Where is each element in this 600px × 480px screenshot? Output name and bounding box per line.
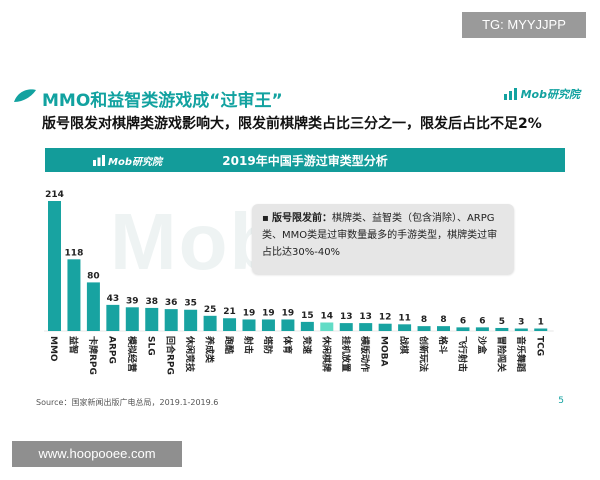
data-label-17: 12: [379, 313, 392, 323]
chart-header-logo-icon: [93, 155, 105, 166]
bar-19: [417, 326, 431, 331]
bar-16: [359, 323, 373, 331]
data-label-6: 36: [165, 298, 178, 308]
category-label-5: SLG: [145, 336, 155, 356]
data-label-16: 13: [359, 312, 372, 322]
data-label-23: 5: [499, 317, 505, 327]
bar-6: [164, 309, 178, 331]
data-label-19: 8: [421, 315, 427, 325]
bar-18: [398, 324, 412, 331]
data-label-13: 15: [301, 311, 314, 321]
data-label-2: 80: [87, 271, 100, 281]
bar-13: [300, 321, 314, 331]
category-label-19: 创新玩法: [418, 335, 430, 372]
annotation-bullet: ▪: [262, 213, 269, 224]
bar-11: [261, 319, 275, 331]
data-label-20: 8: [440, 315, 446, 325]
bar-3: [106, 304, 120, 331]
category-label-3: ARPG: [106, 336, 116, 364]
bar-25: [534, 328, 548, 331]
category-label-15: 挂机放置: [340, 336, 352, 372]
bar-7: [184, 309, 198, 331]
bar-14: [320, 322, 334, 331]
category-label-2: 卡牌RPG: [87, 336, 99, 375]
data-label-21: 6: [460, 316, 466, 326]
category-label-16: 横版动作: [359, 336, 371, 372]
category-label-18: 战棋: [398, 336, 410, 354]
mob-logo-text: Mob研究院: [520, 88, 580, 101]
category-label-14: 休闲棋牌: [320, 335, 332, 372]
category-label-11: 塔防: [262, 336, 274, 354]
page-number: 5: [558, 396, 564, 406]
bar-0: [48, 201, 61, 331]
category-label-17: MOBA: [379, 336, 389, 366]
data-label-15: 13: [340, 312, 353, 322]
data-label-11: 19: [262, 308, 275, 318]
category-label-4: 模拟经营: [126, 336, 138, 372]
bar-17: [378, 323, 392, 331]
category-label-8: 养成类: [204, 335, 216, 364]
category-label-10: 射击: [243, 335, 255, 354]
data-label-8: 25: [204, 305, 217, 315]
annotation-label: 版号限发前：: [271, 213, 332, 224]
page-title: MMO和益智类游戏成“过审王”: [42, 91, 283, 111]
data-label-0: 214: [45, 190, 64, 200]
category-label-23: 冒险闯关: [495, 336, 507, 372]
bar-10: [242, 319, 256, 331]
data-label-1: 118: [65, 248, 84, 258]
bar-23: [495, 327, 509, 331]
bar-1: [67, 259, 81, 331]
bar-5: [145, 307, 159, 331]
chart-header-logo-text: Mob研究院: [108, 157, 162, 168]
mob-logo: Mob研究院: [503, 86, 580, 102]
data-label-25: 1: [538, 318, 544, 328]
category-label-25: TCG: [534, 336, 544, 356]
category-label-1: 益智: [67, 336, 79, 354]
data-label-24: 3: [518, 318, 524, 328]
bar-24: [514, 328, 528, 331]
data-label-18: 11: [398, 313, 411, 323]
category-label-24: 音乐舞蹈: [515, 336, 527, 372]
chart-header-logo: Mob研究院: [93, 153, 162, 168]
annotation-box: ▪ 版号限发前：棋牌类、益智类（包含消除）、ARPG类、MMO类是过审数量最多的…: [252, 204, 514, 274]
category-label-22: 沙盒: [476, 336, 488, 355]
data-label-22: 6: [479, 316, 485, 326]
bar-15: [339, 323, 353, 331]
category-label-0: MMO: [48, 336, 58, 362]
page-subtitle: 版号限发对棋牌类游戏影响大，限发前棋牌类占比三分之一，限发后占比不足2%: [42, 116, 542, 132]
category-label-20: 格斗: [437, 336, 449, 354]
data-label-3: 43: [107, 294, 120, 304]
category-label-6: 回合RPG: [165, 336, 177, 375]
bar-22: [475, 327, 489, 331]
watermark-top: TG: MYYJJPP: [462, 12, 586, 38]
bar-2: [86, 282, 100, 331]
bar-8: [203, 315, 217, 331]
data-label-5: 38: [145, 297, 158, 307]
category-label-13: 竞速: [301, 335, 313, 354]
bar-12: [281, 319, 295, 331]
category-label-7: 休闲竞技: [184, 335, 196, 373]
data-label-4: 39: [126, 296, 139, 306]
watermark-bottom: www.hoopooee.com: [12, 441, 182, 467]
bar-4: [125, 307, 139, 331]
data-label-7: 35: [184, 299, 197, 309]
bar-20: [437, 326, 450, 331]
annotation-text: 棋牌类、益智类（包含消除）、ARPG类、MMO类是过审数量最多的手游类型，棋牌类…: [262, 213, 498, 258]
data-label-10: 19: [243, 308, 256, 318]
category-label-9: 跑酷: [223, 336, 235, 354]
chart-title: 2019年中国手游过审类型分析: [222, 154, 388, 168]
bar-21: [456, 327, 470, 331]
data-label-14: 14: [321, 311, 334, 321]
data-label-9: 21: [223, 307, 236, 317]
source-note: Source：国家新闻出版广电总局，2019.1-2019.6: [36, 398, 219, 407]
mob-logo-icon: [503, 88, 517, 100]
chart-header-bar: Mob研究院 2019年中国手游过审类型分析: [45, 148, 565, 172]
category-label-21: 飞行射击: [456, 336, 468, 372]
title-leaf-icon: [14, 89, 36, 102]
category-label-12: 体育: [281, 336, 293, 354]
bar-9: [223, 318, 237, 331]
data-label-12: 19: [282, 308, 295, 318]
